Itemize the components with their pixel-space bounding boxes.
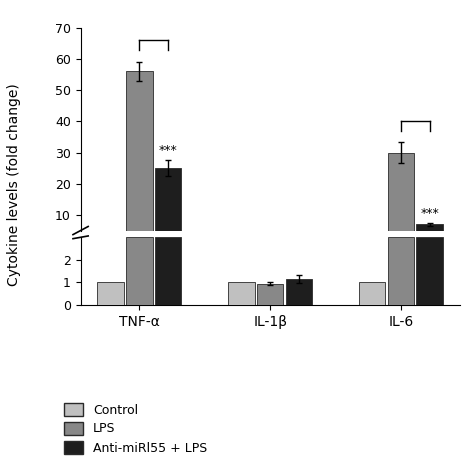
Bar: [98, 282, 124, 305]
Bar: [388, 237, 414, 305]
Bar: [417, 225, 443, 246]
Bar: [155, 237, 182, 305]
Bar: [359, 282, 385, 305]
Bar: [228, 282, 255, 305]
Text: Cytokine levels (fold change): Cytokine levels (fold change): [7, 84, 21, 286]
Text: ***: ***: [420, 207, 439, 219]
Bar: [286, 279, 312, 305]
Bar: [126, 72, 153, 246]
Text: ***: ***: [159, 144, 178, 157]
Bar: [417, 237, 443, 305]
Bar: [257, 284, 283, 305]
Bar: [126, 237, 153, 305]
Legend: Control, LPS, Anti-miRl55 + LPS: Control, LPS, Anti-miRl55 + LPS: [63, 401, 209, 456]
Bar: [388, 152, 414, 246]
Bar: [155, 168, 182, 246]
